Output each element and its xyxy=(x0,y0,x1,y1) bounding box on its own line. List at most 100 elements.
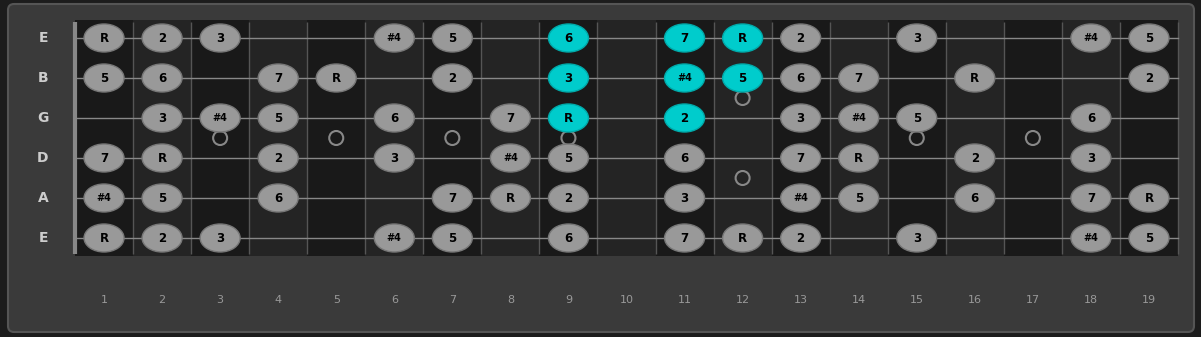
Text: R: R xyxy=(739,232,747,245)
Text: 5: 5 xyxy=(448,232,456,245)
Text: 3: 3 xyxy=(216,232,225,245)
Ellipse shape xyxy=(1129,224,1169,252)
Text: #4: #4 xyxy=(1083,33,1099,43)
Bar xyxy=(1121,20,1178,256)
Text: 6: 6 xyxy=(681,152,688,164)
Ellipse shape xyxy=(549,184,588,212)
Text: 14: 14 xyxy=(852,295,866,305)
Ellipse shape xyxy=(258,144,298,172)
Text: 3: 3 xyxy=(216,31,225,44)
Bar xyxy=(249,20,307,256)
Text: 7: 7 xyxy=(1087,191,1095,205)
Text: 5: 5 xyxy=(913,112,921,124)
Bar xyxy=(365,20,423,256)
Text: R: R xyxy=(100,232,108,245)
Ellipse shape xyxy=(490,184,531,212)
Text: #4: #4 xyxy=(852,113,866,123)
Text: 3: 3 xyxy=(913,31,921,44)
Text: 2: 2 xyxy=(159,295,166,305)
Text: 7: 7 xyxy=(681,232,688,245)
Ellipse shape xyxy=(258,64,298,92)
Ellipse shape xyxy=(838,104,879,132)
Ellipse shape xyxy=(549,144,588,172)
Text: 2: 2 xyxy=(564,191,573,205)
Ellipse shape xyxy=(664,24,705,52)
Ellipse shape xyxy=(838,184,879,212)
Text: 6: 6 xyxy=(390,112,399,124)
Text: #4: #4 xyxy=(793,193,808,203)
Text: 2: 2 xyxy=(796,232,805,245)
Ellipse shape xyxy=(84,144,124,172)
Text: #4: #4 xyxy=(503,153,518,163)
Text: #4: #4 xyxy=(387,33,401,43)
Bar xyxy=(771,20,830,256)
Bar xyxy=(713,20,771,256)
Ellipse shape xyxy=(781,64,820,92)
Text: 7: 7 xyxy=(681,31,688,44)
Ellipse shape xyxy=(490,104,531,132)
Ellipse shape xyxy=(201,104,240,132)
Text: 19: 19 xyxy=(1142,295,1157,305)
Text: 6: 6 xyxy=(970,191,979,205)
Text: #4: #4 xyxy=(1083,233,1099,243)
Ellipse shape xyxy=(955,184,994,212)
Text: E: E xyxy=(38,31,48,45)
Text: #4: #4 xyxy=(96,193,112,203)
Ellipse shape xyxy=(955,64,994,92)
Text: 2: 2 xyxy=(274,152,282,164)
Bar xyxy=(539,20,597,256)
Text: R: R xyxy=(739,31,747,44)
Ellipse shape xyxy=(432,24,472,52)
Text: 3: 3 xyxy=(796,112,805,124)
Text: 7: 7 xyxy=(796,152,805,164)
Ellipse shape xyxy=(1071,24,1111,52)
Text: 2: 2 xyxy=(448,71,456,85)
Ellipse shape xyxy=(142,224,183,252)
Ellipse shape xyxy=(549,224,588,252)
Ellipse shape xyxy=(1071,144,1111,172)
Ellipse shape xyxy=(258,184,298,212)
Bar xyxy=(656,20,713,256)
Text: 2: 2 xyxy=(796,31,805,44)
Text: 4: 4 xyxy=(275,295,282,305)
Text: R: R xyxy=(970,71,979,85)
Text: 3: 3 xyxy=(216,295,223,305)
Text: 5: 5 xyxy=(159,191,166,205)
Ellipse shape xyxy=(375,104,414,132)
Text: #4: #4 xyxy=(677,73,692,83)
Text: 9: 9 xyxy=(564,295,572,305)
Text: G: G xyxy=(37,111,49,125)
Ellipse shape xyxy=(84,64,124,92)
Ellipse shape xyxy=(1129,184,1169,212)
Ellipse shape xyxy=(1071,104,1111,132)
Text: 7: 7 xyxy=(855,71,862,85)
Bar xyxy=(597,20,656,256)
Text: 16: 16 xyxy=(968,295,981,305)
Ellipse shape xyxy=(781,224,820,252)
Ellipse shape xyxy=(201,224,240,252)
Ellipse shape xyxy=(664,144,705,172)
Bar xyxy=(946,20,1004,256)
Ellipse shape xyxy=(432,184,472,212)
Text: 2: 2 xyxy=(1145,71,1153,85)
Text: B: B xyxy=(37,71,48,85)
Text: 6: 6 xyxy=(390,295,398,305)
Ellipse shape xyxy=(84,24,124,52)
Ellipse shape xyxy=(897,224,937,252)
Text: 6: 6 xyxy=(796,71,805,85)
Ellipse shape xyxy=(955,144,994,172)
Ellipse shape xyxy=(258,104,298,132)
Ellipse shape xyxy=(84,184,124,212)
Bar xyxy=(830,20,888,256)
Text: 5: 5 xyxy=(855,191,862,205)
Bar xyxy=(423,20,482,256)
Text: 7: 7 xyxy=(449,295,456,305)
Text: 1: 1 xyxy=(101,295,108,305)
Text: 3: 3 xyxy=(913,232,921,245)
Ellipse shape xyxy=(84,224,124,252)
Text: 6: 6 xyxy=(274,191,282,205)
Ellipse shape xyxy=(781,24,820,52)
Text: 13: 13 xyxy=(794,295,807,305)
Ellipse shape xyxy=(142,104,183,132)
Ellipse shape xyxy=(1071,184,1111,212)
